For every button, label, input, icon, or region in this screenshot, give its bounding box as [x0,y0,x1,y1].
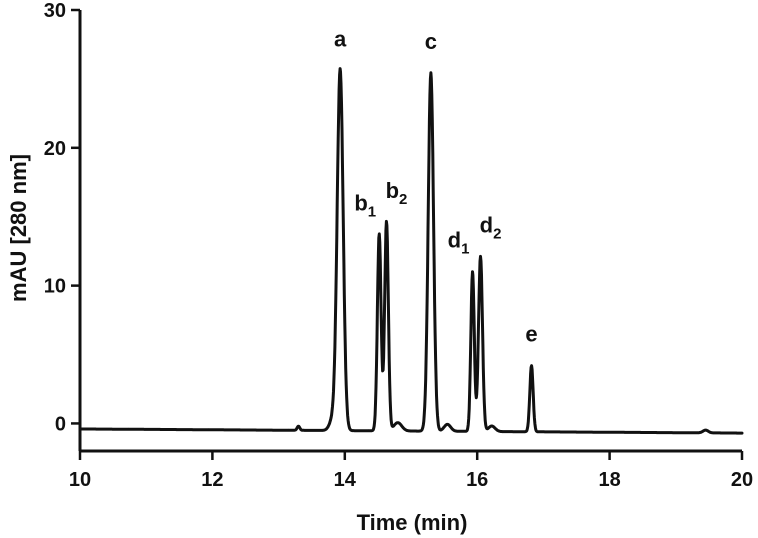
peak-label-letter: b [354,190,367,215]
y-tick-label: 10 [44,276,66,298]
peak-label: a [334,26,347,51]
y-tick-label: 20 [44,138,66,160]
y-ticks: 0 10 20 30 [44,0,80,435]
x-tick-label: 18 [598,469,620,491]
x-tick-label: 12 [201,469,223,491]
peak-label-letter: b [386,178,399,203]
x-ticks: 10 12 14 16 18 20 [69,451,753,491]
peak-label: d2 [480,212,502,242]
peak-label: b2 [386,178,408,208]
peak-label: e [525,321,537,346]
x-tick-label: 20 [731,469,753,491]
axes [78,10,742,453]
x-tick-label: 16 [466,469,488,491]
peak-label: d1 [448,228,470,258]
peak-label-subscript: 2 [399,191,407,208]
peak-label-letter: d [448,228,461,253]
x-tick-label: 14 [334,469,357,491]
peak-label-letter: e [525,321,537,346]
peak-label-letter: a [334,26,347,51]
peak-label-letter: d [480,212,493,237]
peak-label-subscript: 1 [368,203,376,220]
x-tick-label: 10 [69,469,91,491]
peak-label: c [425,29,437,54]
y-tick-label: 0 [55,413,66,435]
peak-label-subscript: 1 [461,241,469,258]
peak-label-subscript: 2 [493,225,501,242]
y-axis-title: mAU [280 nm] [6,154,31,302]
peak-label-letter: c [425,29,437,54]
x-axis-title: Time (min) [357,510,468,535]
peak-label: b1 [354,190,376,220]
y-tick-label: 30 [44,0,66,22]
chromatogram-trace [78,67,744,435]
